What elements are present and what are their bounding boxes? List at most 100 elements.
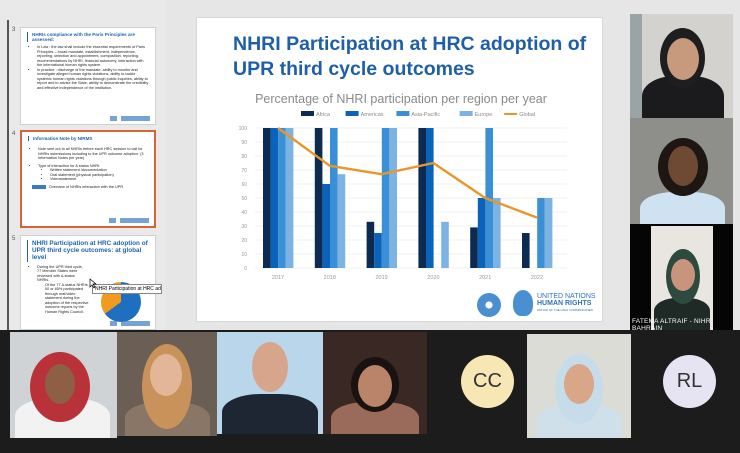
y-tick-label: 100 bbox=[239, 126, 248, 132]
participant-strip: CC RL bbox=[0, 330, 740, 453]
video-tile-participant-7[interactable] bbox=[323, 332, 427, 434]
bar-asia-pacific-2021 bbox=[485, 128, 493, 268]
bar-asia-pacific-2022 bbox=[537, 198, 545, 268]
thumb-bullets: Note sent out to all NHRIs before each H… bbox=[32, 147, 148, 168]
arrow-text: Overview of NHRIs interaction with the U… bbox=[49, 184, 124, 189]
participant-name-label: FATEMA ALTRAIF - NIHR BAHRAIN bbox=[632, 318, 711, 332]
bar-asia-pacific-2019 bbox=[381, 128, 390, 268]
y-tick-label: 30 bbox=[241, 224, 247, 230]
person-body bbox=[640, 192, 725, 224]
bar-americas-2019 bbox=[374, 233, 382, 268]
avatar-cc[interactable]: CC bbox=[461, 355, 514, 408]
thumb-title: NHRI Participation at HRC adoption of UP… bbox=[27, 240, 149, 262]
x-tick-label: 2017 bbox=[272, 275, 284, 281]
y-tick-label: 50 bbox=[241, 196, 247, 202]
y-tick-label: 70 bbox=[241, 168, 247, 174]
ohchr-flame-icon bbox=[513, 290, 533, 316]
bar-americas-2020 bbox=[426, 128, 434, 268]
logo-line: OFFICE OF THE HIGH COMMISSIONER bbox=[537, 308, 593, 312]
logo-line: UNITED NATIONS bbox=[537, 293, 596, 300]
y-tick-label: 60 bbox=[241, 182, 247, 188]
avatar-rl[interactable]: RL bbox=[663, 355, 716, 408]
avatar-initials: CC bbox=[473, 370, 502, 392]
video-tile-participant-1[interactable] bbox=[630, 14, 733, 118]
tooltip: NHRI Participation at HRC adoption of UP… bbox=[92, 284, 162, 294]
bullet: During the UPR third cycle, 77 Member St… bbox=[37, 265, 83, 283]
bar-europe-2018 bbox=[337, 174, 346, 268]
bar-chart: Percentage of NHRI participation per reg… bbox=[239, 92, 567, 281]
person-face bbox=[564, 364, 594, 404]
arrow-line: Overview of NHRIs interaction with the U… bbox=[32, 185, 148, 190]
legend-label-americas: Americas bbox=[361, 112, 384, 118]
x-tick-label: 2021 bbox=[479, 275, 491, 281]
line-global bbox=[277, 127, 538, 219]
thumb-subtext: Of the 77 A-status NHRIs, 50 or 65% part… bbox=[45, 282, 89, 314]
bar-europe-2022 bbox=[544, 198, 553, 268]
video-tile-participant-3[interactable] bbox=[630, 224, 733, 330]
video-tile-participant-6[interactable] bbox=[217, 332, 323, 434]
bar-europe-2020 bbox=[441, 221, 449, 268]
bar-africa-2018 bbox=[314, 128, 323, 268]
person-face bbox=[45, 364, 75, 404]
bar-asia-pacific-2017 bbox=[278, 128, 286, 268]
y-tick-label: 90 bbox=[241, 140, 247, 146]
thumb-title: Information Note by NIRMS bbox=[28, 136, 148, 142]
person-face bbox=[252, 342, 288, 392]
x-tick-label: 2022 bbox=[531, 275, 543, 281]
main-slide: NHRI Participation at HRC adoption of UP… bbox=[196, 17, 603, 322]
bullet: In Law : the law shall include the essen… bbox=[37, 45, 149, 68]
thumb-sub-bullets: Written statement /documentation Oral st… bbox=[44, 168, 148, 182]
bar-americas-2021 bbox=[477, 198, 486, 268]
thumbnail-slide-3[interactable]: NHRIs compliance with the Paris Principl… bbox=[20, 27, 156, 125]
logos bbox=[109, 218, 149, 223]
y-tick-label: 0 bbox=[244, 266, 247, 272]
bullet: In practice : discharge of the mandate, … bbox=[37, 68, 149, 91]
bar-africa-2020 bbox=[418, 128, 426, 268]
y-tick-label: 80 bbox=[241, 154, 247, 160]
thumbnail-slide-5[interactable]: NHRI Participation at HRC adoption of UP… bbox=[20, 235, 156, 330]
bar-europe-2017 bbox=[285, 128, 294, 268]
legend-label-asia-pacific: Asia-Pacific bbox=[411, 112, 440, 118]
legend-swatch-africa bbox=[301, 111, 314, 116]
thumb-number: 4 bbox=[12, 131, 16, 137]
legend-swatch-asia-pacific bbox=[396, 111, 410, 116]
bar-africa-2017 bbox=[263, 128, 271, 268]
bar-europe-2021 bbox=[493, 198, 501, 268]
y-tick-label: 10 bbox=[241, 252, 247, 258]
ohchr-logo-text: UNITED NATIONS HUMAN RIGHTS OFFICE OF TH… bbox=[537, 293, 596, 314]
person-face bbox=[668, 146, 698, 186]
bullet: Type of interaction for A status NHRI: bbox=[38, 164, 148, 169]
video-tile-participant-2[interactable] bbox=[630, 118, 733, 224]
logos bbox=[110, 321, 150, 326]
thumb-bullets: In Law : the law shall include the essen… bbox=[31, 45, 149, 90]
bar-africa-2019 bbox=[366, 221, 375, 268]
person-face bbox=[358, 365, 392, 407]
mouse-cursor-icon bbox=[89, 278, 97, 289]
window-background bbox=[630, 14, 642, 118]
legend-label-africa: Africa bbox=[316, 112, 331, 118]
logo-line: HUMAN RIGHTS bbox=[537, 300, 592, 307]
slide-thumbnail-pane[interactable]: 3 NHRIs compliance with the Paris Princi… bbox=[0, 0, 165, 330]
video-tile-participant-4[interactable] bbox=[10, 332, 117, 438]
bar-americas-2017 bbox=[270, 128, 279, 268]
bar-africa-2022 bbox=[522, 233, 530, 268]
thumbnail-slide-4[interactable]: Information Note by NIRMS Note sent out … bbox=[20, 130, 156, 228]
slide-title: NHRI Participation at HRC adoption of UP… bbox=[233, 33, 587, 80]
thumb-number: 3 bbox=[12, 27, 16, 33]
video-tile-participant-8[interactable] bbox=[527, 334, 631, 438]
avatar-initials: RL bbox=[676, 370, 703, 392]
y-tick-label: 20 bbox=[241, 238, 247, 244]
sub-bullet: Written statement /documentation bbox=[50, 168, 148, 173]
sub-bullet: Videostatement bbox=[50, 177, 148, 182]
x-tick-label: 2020 bbox=[427, 275, 439, 281]
x-tick-label: 2018 bbox=[324, 275, 336, 281]
person-face bbox=[667, 38, 699, 80]
thumb-bullets: During the UPR third cycle, 77 Member St… bbox=[31, 265, 83, 283]
bullet: Note sent out to all NHRIs before each H… bbox=[38, 147, 148, 161]
chart-title: Percentage of NHRI participation per reg… bbox=[255, 92, 547, 106]
legend-label-europe: Europe bbox=[475, 112, 493, 118]
bar-americas-2018 bbox=[322, 184, 330, 268]
bar-europe-2019 bbox=[389, 128, 397, 268]
video-tile-participant-5[interactable] bbox=[117, 332, 217, 436]
person-body bbox=[222, 394, 318, 434]
